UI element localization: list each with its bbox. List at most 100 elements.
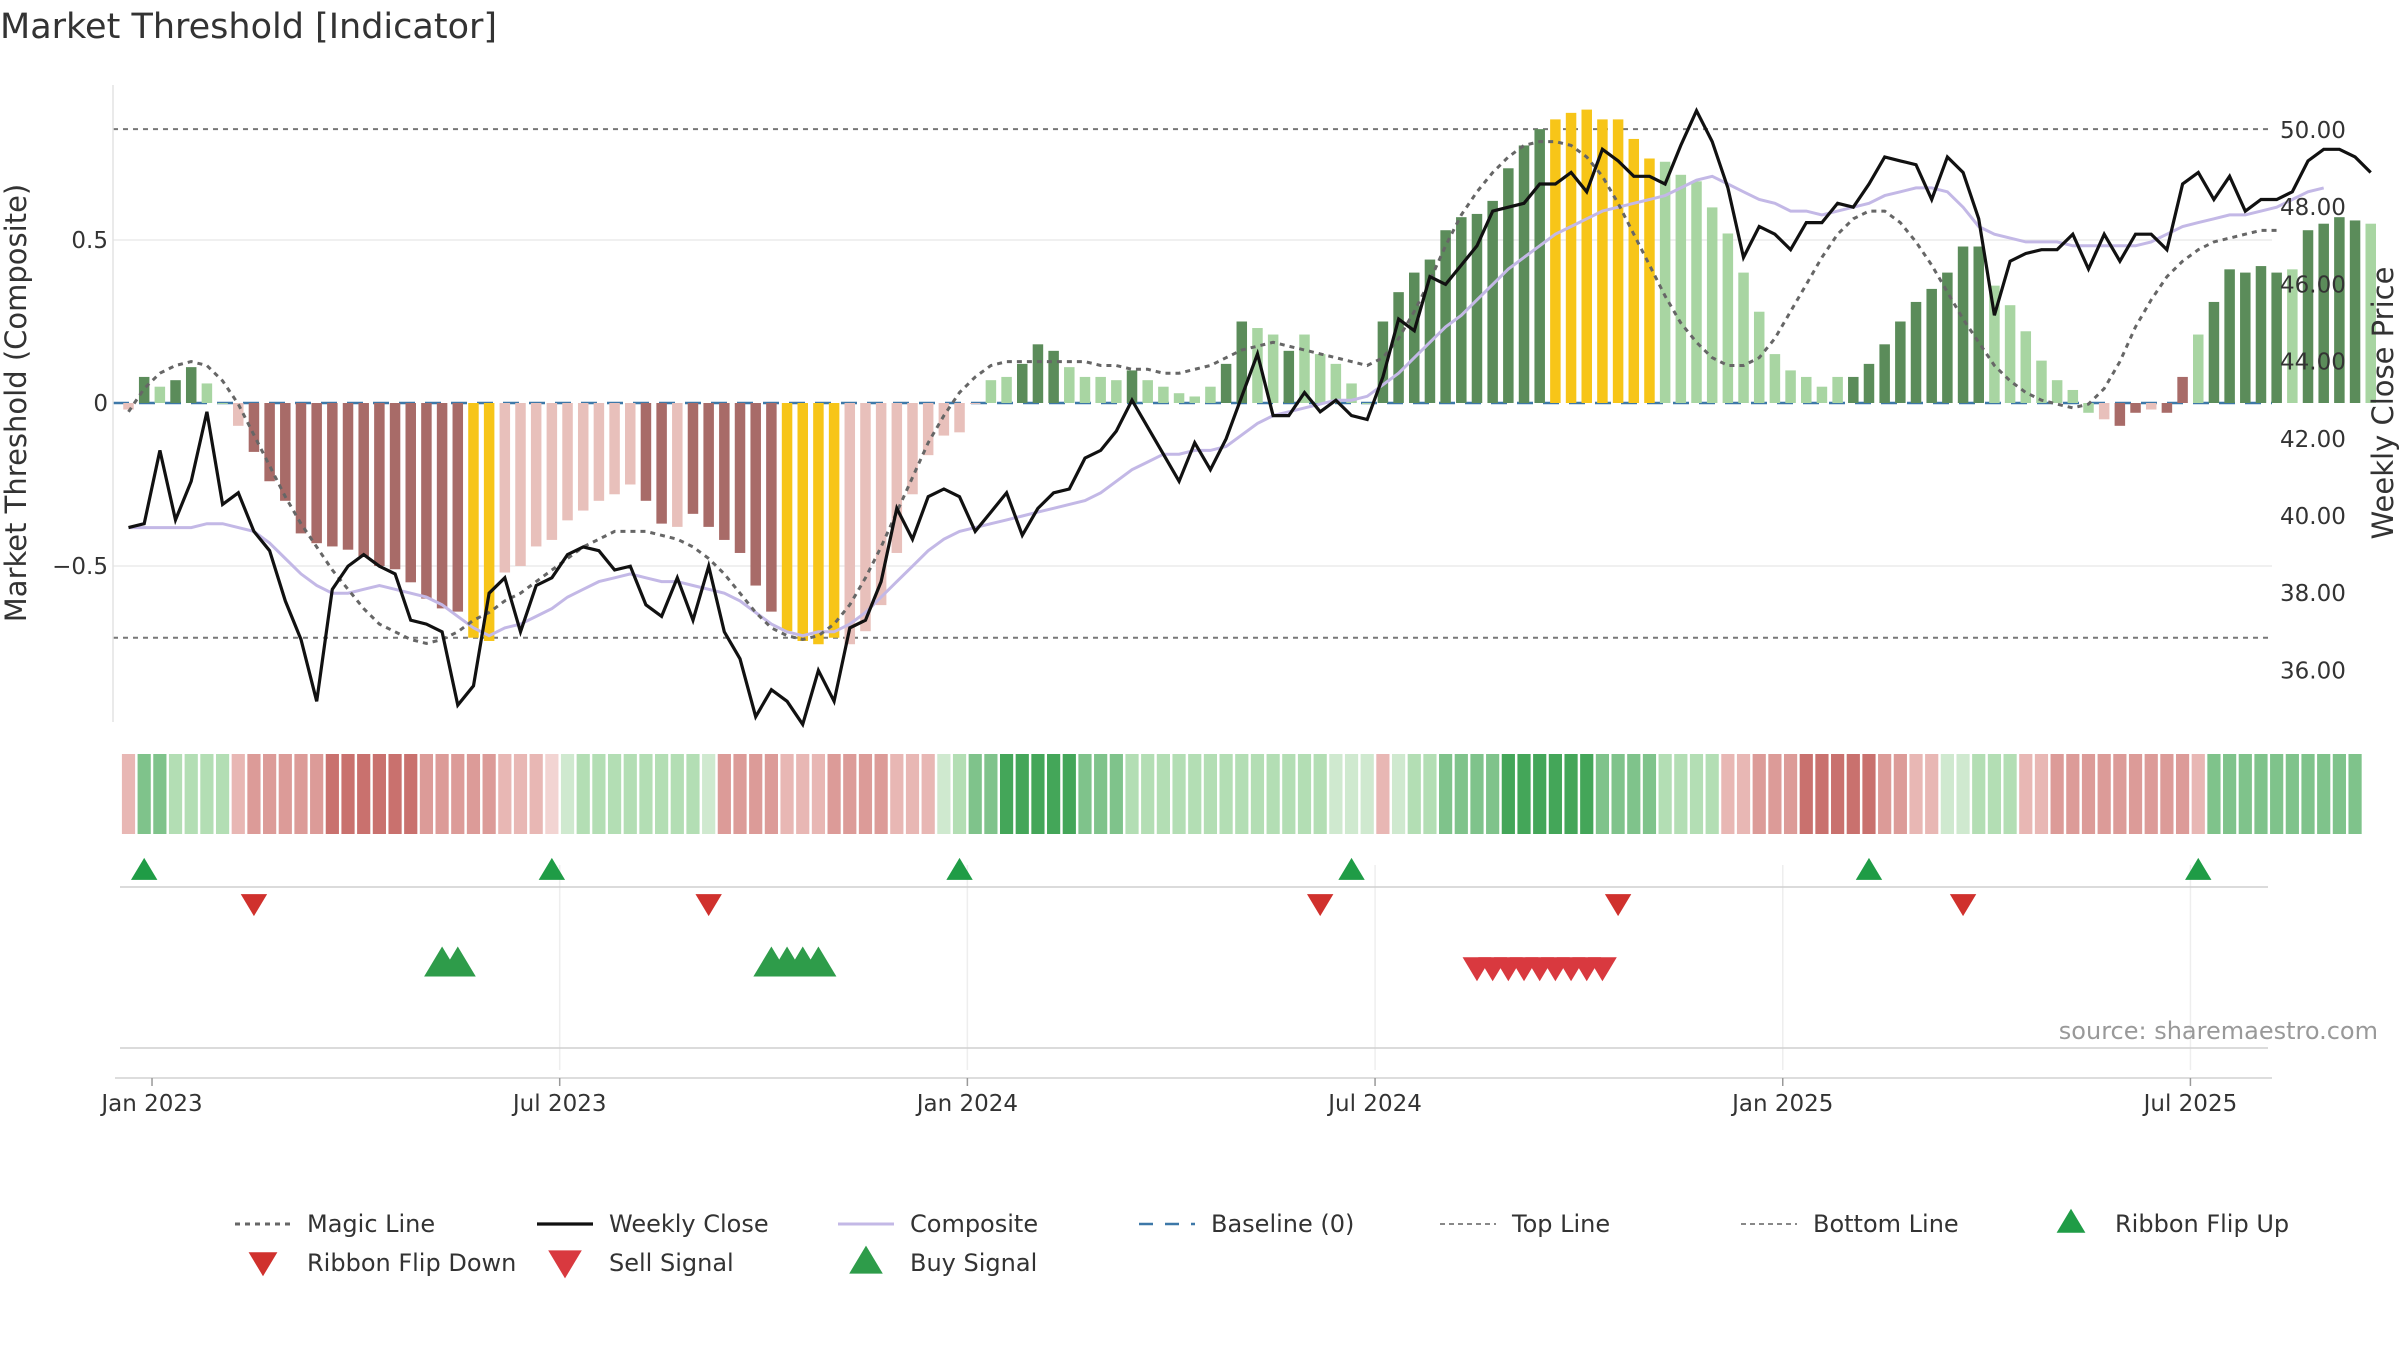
composite-bar	[1973, 246, 1984, 403]
composite-bar	[891, 403, 903, 553]
ribbon-cell	[294, 754, 308, 834]
composite-bar	[1471, 213, 1483, 403]
composite-bar	[185, 367, 197, 403]
ribbon-cell	[874, 754, 888, 834]
ribbon-cell	[1987, 754, 2002, 834]
composite-bar	[1691, 181, 1702, 403]
composite-bar	[1361, 403, 1373, 404]
ribbon-cell	[1094, 754, 1108, 834]
ribbon-cell	[545, 754, 559, 834]
ribbon-cell	[2238, 754, 2252, 834]
ribbon-cell	[1156, 754, 1170, 834]
right-tick-label: 46.00	[2280, 272, 2346, 298]
composite-bar	[1095, 376, 1106, 403]
composite-bar	[499, 403, 511, 573]
ribbon-cell	[1125, 754, 1139, 834]
ribbon-cell	[560, 754, 575, 834]
ribbon-cell	[388, 754, 402, 834]
legend-label: Magic Line	[307, 1210, 435, 1238]
ribbon-cell	[1721, 754, 1735, 834]
composite-bar	[1518, 145, 1530, 403]
composite-bar	[1001, 376, 1012, 403]
composite-bar	[766, 403, 777, 612]
composite-bar	[342, 403, 354, 550]
ribbon-cell	[639, 754, 653, 834]
ribbon-cell	[921, 754, 935, 834]
composite-bar	[2051, 380, 2063, 403]
x-axis: Jan 2023 Jul 2023 Jan 2024 Jul 2024 Jan 2025…	[99, 1078, 2237, 1117]
ribbon-cell	[1376, 754, 1390, 834]
ribbon-cell	[1940, 754, 1954, 834]
composite-bar	[1017, 363, 1028, 403]
ribbon-cell	[2113, 754, 2127, 834]
legend-swatch-buy-signal	[849, 1245, 883, 1274]
legend-label: Buy Signal	[910, 1249, 1037, 1277]
composite-bar	[813, 403, 824, 645]
composite-bar	[687, 403, 699, 514]
ribbon-cell	[1595, 754, 1610, 834]
composite-bar	[2161, 403, 2173, 413]
composite-bar	[1534, 129, 1545, 403]
composite-bar	[2004, 305, 2016, 403]
x-tick-label: Jan 2023	[99, 1091, 202, 1117]
ribbon-cell	[1407, 754, 1421, 834]
magic-line	[127, 140, 2277, 645]
ribbon-cell	[1658, 754, 1672, 834]
ribbon-cell	[2301, 754, 2315, 834]
composite-bar	[2114, 403, 2126, 426]
composite-bar	[1487, 200, 1498, 403]
ribbon-cell	[1344, 754, 1359, 834]
composite-bar	[138, 376, 150, 403]
left-tick-label: 0	[93, 391, 108, 417]
ribbon-cell	[231, 754, 245, 834]
ribbon-cell	[278, 754, 292, 834]
composite-bar	[2224, 269, 2235, 403]
ribbon-cell	[2223, 754, 2237, 834]
ribbon-cell	[796, 754, 810, 834]
ribbon-cell	[1360, 754, 1374, 834]
ribbon-cell	[1047, 754, 1061, 834]
composite-bar	[248, 403, 260, 452]
ribbon-cell	[1627, 754, 1641, 834]
right-tick-label: 50.00	[2280, 118, 2346, 144]
ribbon-flip-up-marker	[946, 857, 973, 880]
ribbon-cell	[2317, 754, 2331, 834]
legend-label: Top Line	[1511, 1210, 1610, 1238]
axes: 0.5 0 −0.5 50.00 48.00 46.00 44.00 42.00 40.00 38…	[0, 85, 2400, 722]
composite-bar	[797, 403, 808, 641]
composite-bar	[875, 403, 887, 606]
ribbon-cell	[1972, 754, 1986, 834]
ribbon-cell	[1674, 754, 1688, 834]
ribbon-cell	[184, 754, 198, 834]
composite-bar	[1236, 321, 1248, 403]
composite-bar	[1424, 259, 1436, 403]
composite-bar	[1612, 119, 1624, 403]
composite-bar	[625, 403, 636, 485]
legend-label: Ribbon Flip Down	[307, 1249, 516, 1277]
x-tick-label: Jul 2024	[1326, 1091, 1422, 1117]
ribbon-cell	[263, 754, 277, 834]
ribbon-cell	[1203, 754, 1218, 834]
legend-swatch-sell-signal	[548, 1250, 582, 1279]
ribbon-cell	[2285, 754, 2299, 834]
ribbon-cell	[1078, 754, 1092, 834]
legend-label: Composite	[910, 1210, 1038, 1238]
composite-bar	[656, 403, 667, 524]
composite-bar	[1440, 230, 1451, 403]
right-tick-label: 38.00	[2280, 581, 2346, 607]
composite-bar	[1785, 370, 1796, 403]
ribbon-cell	[1109, 754, 1123, 834]
ribbon-cell	[827, 754, 841, 834]
composite-bar	[750, 403, 761, 586]
ribbon-cell	[858, 754, 873, 834]
composite-bar	[530, 403, 542, 547]
composite-bar	[1659, 161, 1671, 403]
left-tick-label: −0.5	[52, 554, 108, 580]
composite-bar	[295, 403, 307, 534]
weekly-close-line	[128, 107, 2372, 729]
ribbon-cell	[2097, 754, 2111, 834]
ribbon-cell	[2207, 754, 2221, 834]
composite-bar	[1456, 217, 1467, 403]
composite-bar	[1926, 288, 1937, 403]
